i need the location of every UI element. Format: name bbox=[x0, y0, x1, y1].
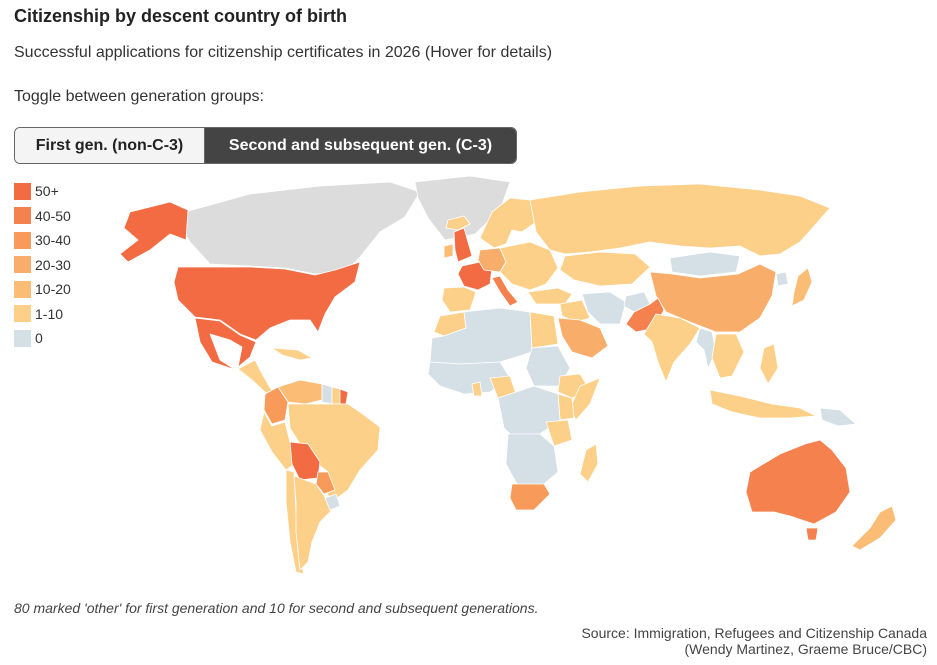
region-north-korea[interactable] bbox=[775, 271, 789, 287]
legend-item-40-50: 40-50 bbox=[14, 204, 71, 229]
region-india[interactable] bbox=[643, 313, 701, 383]
second-gen-button[interactable]: Second and subsequent gen. (C-3) bbox=[205, 128, 516, 163]
page-title: Citizenship by descent country of birth bbox=[14, 6, 348, 26]
legend-label: 20-30 bbox=[35, 256, 71, 273]
source-credit: Source: Immigration, Refugees and Citize… bbox=[581, 625, 927, 657]
region-japan[interactable] bbox=[791, 267, 813, 307]
region-tanzania[interactable] bbox=[545, 419, 573, 447]
map-legend: 50+ 40-50 30-40 20-30 10-20 1-10 0 bbox=[14, 179, 71, 351]
region-philippines[interactable] bbox=[759, 343, 779, 385]
region-turkey[interactable] bbox=[527, 287, 573, 305]
legend-swatch bbox=[14, 305, 31, 323]
legend-swatch bbox=[14, 182, 31, 200]
legend-swatch bbox=[14, 207, 31, 225]
region-suriname[interactable] bbox=[331, 386, 341, 405]
page-subtitle: Successful applications for citizenship … bbox=[14, 44, 553, 61]
region-egypt[interactable] bbox=[529, 311, 559, 349]
legend-swatch bbox=[14, 256, 31, 274]
region-south-africa[interactable] bbox=[509, 483, 551, 511]
region-iran[interactable] bbox=[581, 291, 627, 325]
legend-label: 30-40 bbox=[35, 232, 71, 249]
region-iceland[interactable] bbox=[445, 215, 471, 231]
region-middle-east[interactable] bbox=[559, 299, 591, 323]
credit-line: (Wendy Martinez, Graeme Bruce/CBC) bbox=[684, 641, 927, 657]
region-italy[interactable] bbox=[491, 275, 519, 307]
region-guyana[interactable] bbox=[321, 383, 333, 405]
region-scandinavia[interactable] bbox=[479, 197, 537, 249]
legend-item-30-40: 30-40 bbox=[14, 228, 71, 253]
region-mongolia[interactable] bbox=[669, 251, 741, 277]
region-saudi-arabia[interactable] bbox=[557, 317, 609, 359]
region-madagascar[interactable] bbox=[579, 443, 599, 483]
legend-label: 50+ bbox=[35, 183, 59, 200]
region-australia[interactable] bbox=[745, 439, 851, 525]
region-southeast-asia[interactable] bbox=[711, 333, 745, 379]
region-tasmania[interactable] bbox=[805, 527, 819, 541]
region-indonesia[interactable] bbox=[709, 389, 817, 419]
region-caribbean[interactable] bbox=[271, 347, 313, 361]
region-eastern-europe[interactable] bbox=[499, 241, 559, 291]
region-ghana[interactable] bbox=[471, 381, 483, 397]
region-papua-new-guinea[interactable] bbox=[819, 407, 857, 427]
legend-item-0: 0 bbox=[14, 326, 71, 351]
region-ireland[interactable] bbox=[443, 243, 454, 259]
region-central-america[interactable] bbox=[237, 359, 275, 395]
legend-label: 0 bbox=[35, 330, 43, 347]
legend-swatch bbox=[14, 329, 31, 347]
legend-label: 1-10 bbox=[35, 305, 64, 322]
region-west-africa[interactable] bbox=[427, 361, 511, 395]
region-kazakhstan[interactable] bbox=[559, 251, 651, 287]
region-argentina[interactable] bbox=[293, 475, 333, 571]
region-french-guiana[interactable] bbox=[339, 388, 349, 405]
footnote: 80 marked 'other' for first generation a… bbox=[14, 600, 539, 616]
region-alaska[interactable] bbox=[119, 201, 189, 263]
legend-item-10-20: 10-20 bbox=[14, 277, 71, 302]
region-uk[interactable] bbox=[453, 227, 473, 263]
region-greenland[interactable] bbox=[414, 175, 511, 241]
region-mexico[interactable] bbox=[194, 317, 257, 371]
legend-label: 10-20 bbox=[35, 281, 71, 298]
region-canada[interactable] bbox=[177, 181, 421, 275]
region-usa[interactable] bbox=[173, 261, 361, 341]
region-kenya[interactable] bbox=[557, 393, 575, 421]
generation-toggle: First gen. (non-C-3) Second and subseque… bbox=[14, 127, 517, 164]
legend-swatch bbox=[14, 280, 31, 298]
region-russia[interactable] bbox=[529, 183, 831, 257]
region-uruguay[interactable] bbox=[324, 493, 341, 511]
region-myanmar[interactable] bbox=[695, 327, 717, 369]
region-paraguay[interactable] bbox=[315, 471, 336, 495]
legend-item-20-30: 20-30 bbox=[14, 253, 71, 278]
legend-label: 40-50 bbox=[35, 207, 71, 224]
region-china[interactable] bbox=[649, 263, 777, 333]
region-southern-africa[interactable] bbox=[505, 433, 559, 487]
first-gen-button[interactable]: First gen. (non-C-3) bbox=[15, 128, 205, 163]
legend-swatch bbox=[14, 231, 31, 249]
source-line: Source: Immigration, Refugees and Citize… bbox=[581, 625, 927, 641]
legend-item-1-10: 1-10 bbox=[14, 302, 71, 327]
region-new-zealand[interactable] bbox=[851, 505, 897, 551]
toggle-prompt: Toggle between generation groups: bbox=[14, 88, 264, 105]
region-iberia[interactable] bbox=[441, 286, 477, 313]
legend-item-50-plus: 50+ bbox=[14, 179, 71, 204]
world-map bbox=[119, 175, 897, 575]
region-colombia[interactable] bbox=[263, 386, 289, 425]
